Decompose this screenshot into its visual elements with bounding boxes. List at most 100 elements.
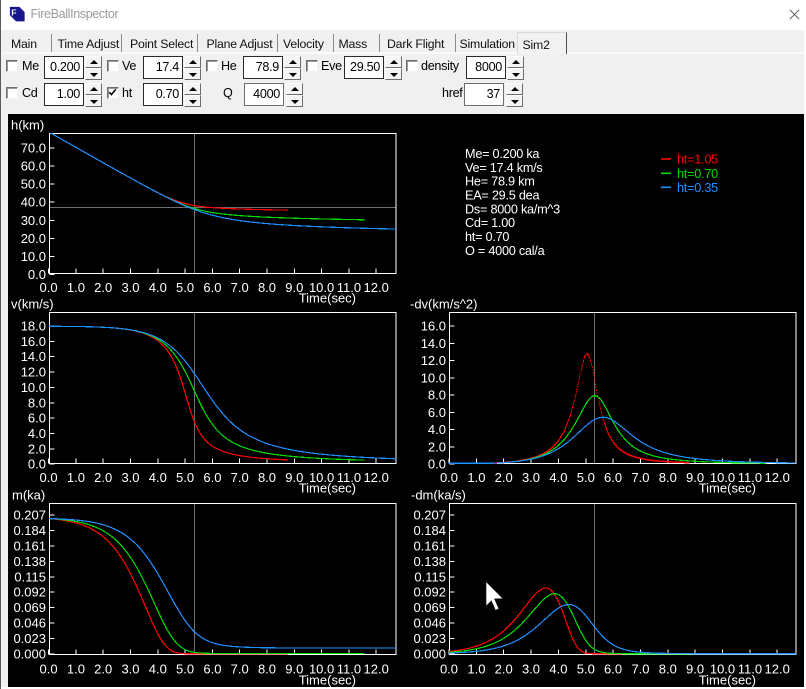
svg-text:11.0: 11.0 [738, 662, 762, 677]
svg-text:0.023: 0.023 [13, 631, 46, 646]
svg-text:5.0: 5.0 [176, 280, 194, 295]
svg-text:0.0: 0.0 [428, 457, 446, 472]
svg-text:70.0: 70.0 [21, 140, 46, 155]
svg-text:16.0: 16.0 [21, 334, 46, 349]
svg-text:18.0: 18.0 [21, 319, 46, 334]
svg-text:14.0: 14.0 [21, 349, 46, 364]
svg-text:7.0: 7.0 [231, 280, 249, 295]
svg-text:Ds= 8000 ka/m^3: Ds= 8000 ka/m^3 [465, 202, 560, 216]
svg-text:3.0: 3.0 [121, 470, 139, 485]
svg-text:11.0: 11.0 [337, 470, 361, 485]
svg-text:He= 78.9 km: He= 78.9 km [465, 175, 535, 189]
svg-text:0.0: 0.0 [440, 662, 458, 677]
svg-text:0.138: 0.138 [413, 554, 446, 569]
svg-text:10.0: 10.0 [309, 662, 334, 677]
svg-text:7.0: 7.0 [231, 470, 249, 485]
svg-text:2.0: 2.0 [28, 441, 46, 456]
svg-text:0.0: 0.0 [40, 662, 58, 677]
svg-text:h(km): h(km) [11, 118, 44, 133]
svg-text:ht= 0.70: ht= 0.70 [465, 230, 509, 244]
svg-text:2.0: 2.0 [495, 662, 513, 677]
svg-text:6.0: 6.0 [604, 662, 622, 677]
svg-text:9.0: 9.0 [285, 470, 303, 485]
svg-text:2.0: 2.0 [428, 439, 446, 454]
svg-text:0.069: 0.069 [13, 600, 46, 615]
svg-text:8.0: 8.0 [28, 395, 46, 410]
svg-text:10.0: 10.0 [21, 380, 46, 395]
svg-text:30.0: 30.0 [21, 213, 46, 228]
svg-text:1.0: 1.0 [467, 470, 485, 485]
svg-text:0.207: 0.207 [13, 508, 46, 523]
svg-text:12.0: 12.0 [765, 470, 790, 485]
svg-text:v(km/s): v(km/s) [11, 297, 54, 312]
svg-text:7.0: 7.0 [631, 470, 649, 485]
svg-text:8.0: 8.0 [659, 662, 677, 677]
svg-text:4.0: 4.0 [28, 426, 46, 441]
svg-text:2.0: 2.0 [94, 662, 112, 677]
svg-text:0.161: 0.161 [13, 539, 46, 554]
svg-text:6.0: 6.0 [203, 662, 221, 677]
svg-text:m(ka): m(ka) [12, 488, 45, 503]
svg-text:10.0: 10.0 [309, 470, 334, 485]
svg-text:4.0: 4.0 [149, 470, 167, 485]
svg-text:6.0: 6.0 [203, 470, 221, 485]
svg-text:11.0: 11.0 [738, 470, 762, 485]
svg-text:10.0: 10.0 [710, 662, 735, 677]
svg-text:12.0: 12.0 [364, 662, 389, 677]
svg-text:1.0: 1.0 [67, 470, 85, 485]
svg-text:3.0: 3.0 [121, 280, 139, 295]
svg-text:3.0: 3.0 [522, 662, 540, 677]
svg-text:Time(sec): Time(sec) [299, 481, 356, 496]
svg-text:6.0: 6.0 [604, 470, 622, 485]
svg-text:11.0: 11.0 [337, 280, 361, 295]
svg-text:3.0: 3.0 [121, 662, 139, 677]
svg-text:5.0: 5.0 [176, 662, 194, 677]
svg-text:0.115: 0.115 [14, 569, 46, 584]
svg-text:0.092: 0.092 [13, 585, 46, 600]
svg-text:0.092: 0.092 [413, 585, 446, 600]
svg-text:Time(sec): Time(sec) [299, 673, 356, 688]
svg-text:4.0: 4.0 [428, 422, 446, 437]
svg-text:0.046: 0.046 [13, 616, 46, 631]
svg-text:ht=0.70: ht=0.70 [677, 167, 718, 181]
svg-text:Cd= 1.00: Cd= 1.00 [465, 216, 515, 230]
svg-text:4.0: 4.0 [549, 470, 567, 485]
svg-text:0.000: 0.000 [13, 646, 46, 661]
svg-text:12.0: 12.0 [364, 280, 389, 295]
svg-text:6.0: 6.0 [428, 405, 446, 420]
svg-text:12.0: 12.0 [421, 353, 446, 368]
svg-text:0.023: 0.023 [413, 631, 446, 646]
svg-text:Time(sec): Time(sec) [299, 291, 356, 306]
svg-text:1.0: 1.0 [467, 662, 485, 677]
svg-text:0.184: 0.184 [413, 523, 446, 538]
svg-text:50.0: 50.0 [21, 177, 46, 192]
svg-text:8.0: 8.0 [258, 280, 276, 295]
svg-text:1.0: 1.0 [67, 662, 85, 677]
svg-text:20.0: 20.0 [21, 231, 46, 246]
svg-text:0.000: 0.000 [413, 646, 446, 661]
svg-text:40.0: 40.0 [21, 195, 46, 210]
svg-text:4.0: 4.0 [149, 662, 167, 677]
svg-text:60.0: 60.0 [21, 159, 46, 174]
svg-text:ht=0.35: ht=0.35 [677, 181, 718, 195]
svg-text:8.0: 8.0 [659, 470, 677, 485]
svg-text:10.0: 10.0 [21, 249, 46, 264]
svg-text:2.0: 2.0 [94, 470, 112, 485]
svg-text:10.0: 10.0 [710, 470, 735, 485]
svg-text:0.0: 0.0 [440, 470, 458, 485]
svg-text:5.0: 5.0 [577, 470, 595, 485]
svg-text:9.0: 9.0 [686, 662, 704, 677]
svg-text:0.0: 0.0 [40, 280, 58, 295]
svg-text:2.0: 2.0 [94, 280, 112, 295]
svg-text:12.0: 12.0 [765, 662, 790, 677]
svg-text:3.0: 3.0 [522, 470, 540, 485]
svg-text:EA= 29.5 dea: EA= 29.5 dea [465, 189, 540, 203]
svg-text:Ve= 17.4 km/s: Ve= 17.4 km/s [465, 161, 543, 175]
svg-text:0.0: 0.0 [40, 470, 58, 485]
svg-text:0.0: 0.0 [28, 267, 46, 282]
svg-text:Time(sec): Time(sec) [699, 481, 756, 496]
svg-text:0.0: 0.0 [28, 457, 46, 472]
svg-text:Time(sec): Time(sec) [699, 673, 756, 688]
svg-text:9.0: 9.0 [686, 470, 704, 485]
svg-text:0.184: 0.184 [13, 523, 46, 538]
